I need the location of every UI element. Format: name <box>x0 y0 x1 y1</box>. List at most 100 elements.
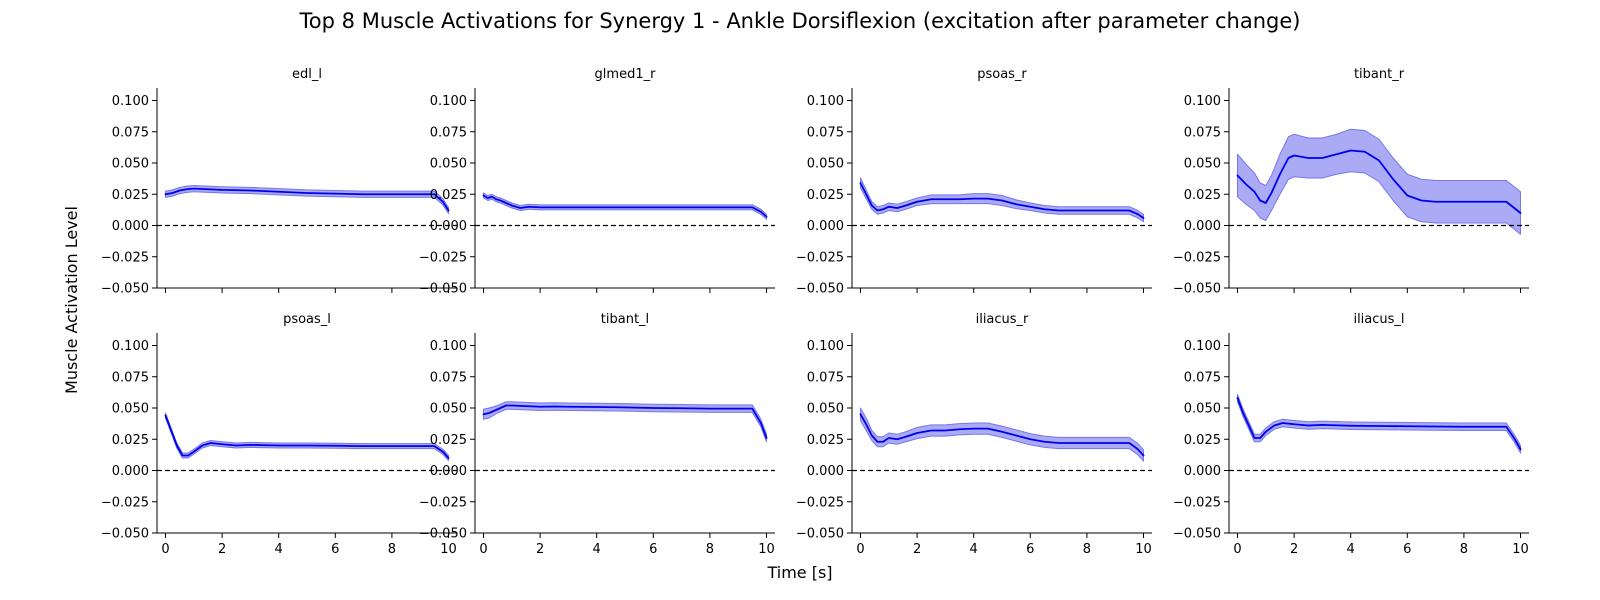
x-tick-label: 8 <box>388 542 396 557</box>
y-tick-label: 0.100 <box>807 94 844 109</box>
y-tick-label: 0.000 <box>430 219 467 234</box>
subplot-title: psoas_l <box>283 312 331 327</box>
confidence-band <box>859 407 1145 462</box>
x-tick-label: 2 <box>218 542 226 557</box>
y-tick-label: −0.050 <box>419 527 467 542</box>
y-tick-label: 0.050 <box>807 157 844 172</box>
confidence-band <box>164 185 450 215</box>
confidence-band <box>1236 393 1522 454</box>
x-tick-label: 6 <box>1403 542 1411 557</box>
subplot-title: iliacus_l <box>1353 312 1404 327</box>
confidence-band <box>482 401 768 443</box>
y-tick-label: 0.050 <box>1184 402 1221 417</box>
y-tick-label: 0.025 <box>807 433 844 448</box>
y-tick-label: 0.000 <box>112 219 149 234</box>
y-tick-label: 0.100 <box>430 94 467 109</box>
subplot-title: glmed1_r <box>595 67 657 82</box>
y-tick-label: 0.100 <box>1184 94 1221 109</box>
x-tick-label: 10 <box>1135 542 1152 557</box>
y-tick-label: 0.025 <box>807 188 844 203</box>
subplot-psoas_l: psoas_l −0.050 −0.025 0.000 0.025 0.050 0.075 0… <box>101 312 457 557</box>
x-tick-label: 10 <box>1512 542 1529 557</box>
y-tick-label: −0.025 <box>419 495 467 510</box>
subplot-tibant_r: tibant_r −0.050 −0.025 0.000 0.025 0.050 0.075… <box>1173 67 1529 297</box>
y-tick-label: 0.075 <box>430 370 467 385</box>
x-tick-label: 4 <box>275 542 283 557</box>
y-tick-label: 0.100 <box>430 339 467 354</box>
y-tick-label: 0.050 <box>430 402 467 417</box>
x-tick-label: 8 <box>1083 542 1091 557</box>
x-tick-label: 6 <box>649 542 657 557</box>
y-tick-label: 0.050 <box>807 402 844 417</box>
x-tick-label: 0 <box>479 542 487 557</box>
y-tick-label: 0.100 <box>112 339 149 354</box>
subplot-psoas_r: psoas_r −0.050 −0.025 0.000 0.025 0.050 0.075 0… <box>796 67 1152 297</box>
y-tick-label: 0.025 <box>430 433 467 448</box>
subplot-title: edl_l <box>292 67 322 82</box>
y-tick-label: 0.075 <box>112 370 149 385</box>
y-tick-label: −0.050 <box>101 282 149 297</box>
confidence-band <box>1236 128 1522 235</box>
x-tick-label: 2 <box>913 542 921 557</box>
y-tick-label: 0.000 <box>1184 464 1221 479</box>
y-tick-label: −0.050 <box>1173 527 1221 542</box>
y-tick-label: 0.000 <box>112 464 149 479</box>
subplot-glmed1_r: glmed1_r −0.050 −0.025 0.000 0.025 0.050 0.075… <box>419 67 775 297</box>
y-tick-label: −0.025 <box>101 250 149 265</box>
y-tick-label: −0.025 <box>419 250 467 265</box>
y-tick-label: 0.050 <box>1184 157 1221 172</box>
y-tick-label: 0.100 <box>1184 339 1221 354</box>
subplot-title: tibant_l <box>601 312 649 327</box>
y-tick-label: 0.000 <box>807 219 844 234</box>
y-tick-label: −0.050 <box>1173 282 1221 297</box>
y-tick-label: 0.050 <box>112 402 149 417</box>
x-tick-label: 4 <box>970 542 978 557</box>
mean-activation-line <box>164 414 450 459</box>
mean-activation-line <box>482 194 768 218</box>
y-tick-label: 0.100 <box>112 94 149 109</box>
x-tick-label: 8 <box>1460 542 1468 557</box>
x-tick-label: 10 <box>758 542 775 557</box>
y-tick-label: −0.050 <box>419 282 467 297</box>
x-tick-label: 0 <box>856 542 864 557</box>
y-tick-label: −0.025 <box>101 495 149 510</box>
y-tick-label: −0.025 <box>796 250 844 265</box>
mean-activation-line <box>482 404 768 439</box>
y-tick-label: 0.025 <box>1184 433 1221 448</box>
y-tick-label: 0.075 <box>807 125 844 140</box>
mean-activation-line <box>1236 149 1522 214</box>
x-tick-label: 0 <box>1233 542 1241 557</box>
y-tick-label: −0.025 <box>796 495 844 510</box>
y-tick-label: 0.000 <box>807 464 844 479</box>
y-tick-label: 0.025 <box>430 188 467 203</box>
y-tick-label: −0.025 <box>1173 250 1221 265</box>
y-tick-label: 0.075 <box>1184 125 1221 140</box>
subplot-title: tibant_r <box>1354 67 1405 82</box>
y-tick-label: −0.050 <box>101 527 149 542</box>
x-tick-label: 10 <box>440 542 457 557</box>
y-tick-label: −0.025 <box>1173 495 1221 510</box>
subplot-tibant_l: tibant_l −0.050 −0.025 0.000 0.025 0.050 0.075… <box>419 312 775 557</box>
subplot-iliacus_l: iliacus_l −0.050 −0.025 0.000 0.025 0.050 0.07… <box>1173 312 1529 557</box>
y-tick-label: 0.025 <box>112 188 149 203</box>
figure-title: Top 8 Muscle Activations for Synergy 1 -… <box>299 9 1301 33</box>
y-tick-label: 0.075 <box>112 125 149 140</box>
mean-activation-line <box>859 413 1145 457</box>
y-tick-label: 0.050 <box>430 157 467 172</box>
y-tick-label: 0.075 <box>1184 370 1221 385</box>
x-tick-label: 6 <box>331 542 339 557</box>
x-tick-label: 6 <box>1026 542 1034 557</box>
y-tick-label: −0.050 <box>796 527 844 542</box>
x-tick-label: 2 <box>1290 542 1298 557</box>
y-tick-label: 0.000 <box>1184 219 1221 234</box>
x-tick-label: 8 <box>706 542 714 557</box>
x-tick-label: 4 <box>593 542 601 557</box>
y-tick-label: 0.000 <box>430 464 467 479</box>
y-tick-label: 0.025 <box>112 433 149 448</box>
subplot-title: psoas_r <box>977 67 1027 82</box>
x-tick-label: 0 <box>161 542 169 557</box>
y-tick-label: 0.025 <box>1184 188 1221 203</box>
mean-activation-line <box>1236 397 1522 451</box>
confidence-band <box>164 412 450 461</box>
